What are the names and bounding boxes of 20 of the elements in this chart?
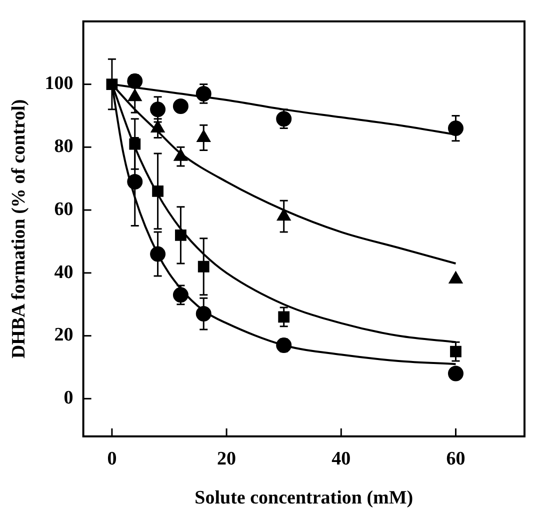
point <box>448 366 464 382</box>
point <box>175 229 186 241</box>
y-tick-label: 100 <box>44 73 74 94</box>
x-axis-title: Solute concentration (mM) <box>194 488 414 509</box>
x-tick-label: 20 <box>217 448 236 470</box>
point <box>127 73 143 89</box>
point <box>278 311 290 323</box>
point <box>198 260 210 272</box>
y-tick-label: 0 <box>64 388 74 409</box>
point <box>172 98 188 114</box>
y-tick-label: 80 <box>54 136 74 158</box>
point <box>106 78 118 90</box>
y-tick-label: 60 <box>54 198 74 220</box>
x-tick-label: 40 <box>332 448 351 470</box>
y-tick-label: 40 <box>54 262 74 283</box>
y-tick-label: 20 <box>54 324 74 346</box>
y-axis-title: DHBA formation (% of control) <box>8 99 30 359</box>
x-tick-label: 0 <box>107 448 117 470</box>
x-tick-label: 60 <box>446 448 466 470</box>
point <box>152 185 164 197</box>
